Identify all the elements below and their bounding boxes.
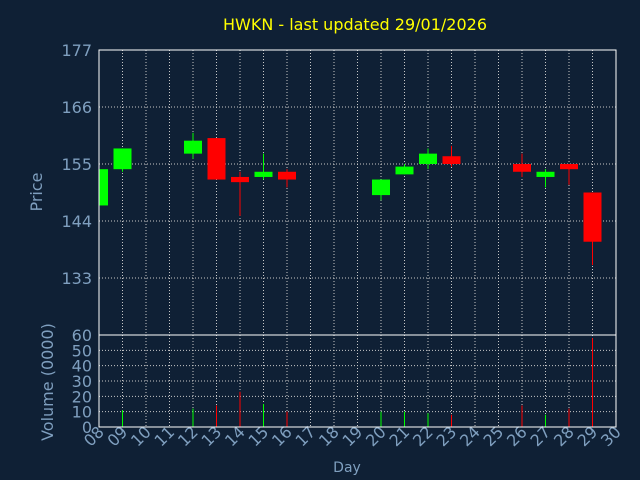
- volume-y-tick-label: 0: [82, 418, 92, 437]
- volume-panel-frame: [98, 334, 617, 428]
- price-y-tick-label: 166: [61, 98, 92, 117]
- candle-body: [99, 169, 108, 206]
- volume-y-tick-label: 20: [72, 387, 92, 406]
- volume-y-tick-label: 50: [72, 341, 92, 360]
- candle-body: [419, 153, 437, 164]
- volume-y-tick-label: 30: [72, 372, 92, 391]
- candle-body: [231, 176, 249, 183]
- chart-title: HWKN - last updated 29/01/2026: [223, 15, 487, 34]
- candle-body: [207, 138, 226, 180]
- candlestick-series: [98, 132, 602, 266]
- candle-body: [560, 164, 578, 170]
- price-axis-label: Price: [27, 172, 46, 211]
- volume-y-tick-label: 10: [72, 403, 92, 422]
- volume-axis-label: Volume (0000): [38, 323, 57, 441]
- price-y-ticks: 133 144 155 166 177: [61, 41, 92, 288]
- candle-body: [278, 171, 296, 180]
- candle-body: [395, 166, 414, 175]
- candle-body: [536, 171, 555, 177]
- candle-body: [442, 156, 461, 164]
- candle-body: [254, 171, 273, 177]
- volume-series: [98, 338, 593, 427]
- volume-y-tick-label: 40: [72, 357, 92, 376]
- volume-y-tick-label: 60: [72, 326, 92, 345]
- candle-body: [372, 179, 390, 196]
- x-axis-label: Day: [333, 460, 361, 476]
- price-y-tick-label: 144: [61, 212, 92, 231]
- price-y-tick-label: 155: [61, 155, 92, 174]
- price-y-tick-label: 133: [61, 269, 92, 288]
- candle-body: [184, 140, 202, 154]
- price-grid: [99, 50, 616, 335]
- candle-body: [113, 148, 132, 170]
- candle-body: [513, 164, 531, 172]
- candle-body: [583, 192, 602, 242]
- price-y-tick-label: 177: [61, 41, 92, 60]
